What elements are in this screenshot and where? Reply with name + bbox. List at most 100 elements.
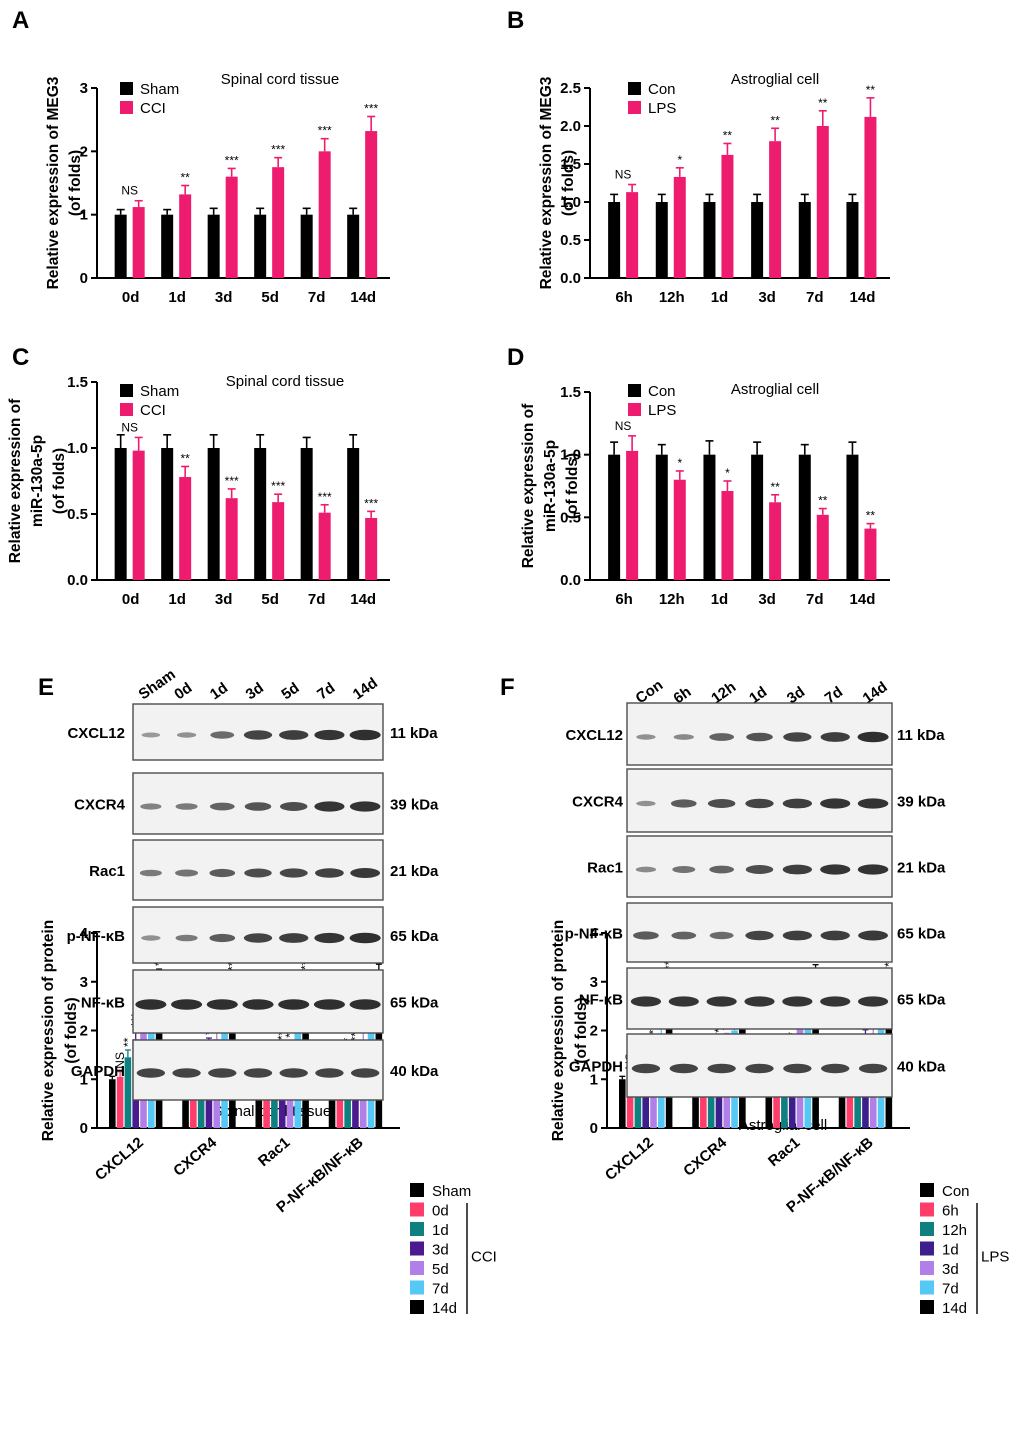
blot-band xyxy=(350,1068,380,1078)
blot-band xyxy=(210,731,235,739)
legend-swatch xyxy=(920,1222,934,1236)
blot-band xyxy=(631,1063,661,1074)
x-tick-label: 1d xyxy=(168,289,186,306)
blot-band xyxy=(175,803,198,810)
bar xyxy=(673,479,686,580)
legend-label: LPS xyxy=(648,100,676,117)
blot-band xyxy=(140,803,162,810)
blot-kda-label: 65 kDa xyxy=(897,926,946,943)
legend-label: Sham xyxy=(140,383,179,400)
blot-lane-label: 7d xyxy=(314,679,338,703)
bar xyxy=(626,1077,634,1128)
blot-band xyxy=(636,800,656,807)
legend-swatch xyxy=(920,1261,934,1275)
x-tick-label: 14d xyxy=(350,289,376,306)
bar xyxy=(109,1079,116,1128)
y-tick-label: 1.5 xyxy=(560,384,581,401)
bar xyxy=(673,176,686,278)
legend-label: 0d xyxy=(432,1203,449,1220)
y-axis-label: (of folds) xyxy=(573,997,590,1063)
chart-title: Spinal cord tissue xyxy=(226,373,344,390)
y-tick-label: 1 xyxy=(80,1071,88,1088)
blot-band xyxy=(172,1068,201,1078)
bar xyxy=(854,1069,861,1128)
legend-group-label: LPS xyxy=(981,1248,1009,1265)
blot-band xyxy=(349,932,381,944)
significance-label: *** xyxy=(318,124,332,138)
bar xyxy=(721,154,734,278)
legend-swatch xyxy=(410,1261,424,1275)
blot-kda-label: 11 kDa xyxy=(897,727,945,744)
significance-label: ** xyxy=(180,171,190,185)
blot-kda-label: 39 kDa xyxy=(897,794,946,811)
legend-label: 12h xyxy=(942,1222,967,1239)
x-tick-label: 0d xyxy=(122,591,140,608)
legend-label: 5d xyxy=(432,1261,449,1278)
panel-label-f: F xyxy=(500,674,515,701)
y-axis-label: (of folds) xyxy=(560,150,577,216)
significance-label: *** xyxy=(364,102,378,116)
blot-protein-label: p-NF-κB xyxy=(565,926,624,943)
y-tick-label: 3 xyxy=(80,974,88,991)
y-tick-label: 2 xyxy=(80,143,88,160)
blot-band xyxy=(141,732,161,738)
bar xyxy=(328,1079,336,1128)
significance-label: ** xyxy=(770,113,780,127)
y-axis-label: Relative expression of xyxy=(7,398,24,563)
blot-protein-label: GAPDH xyxy=(569,1059,623,1076)
blot-band xyxy=(820,996,851,1007)
bar xyxy=(114,448,127,580)
blot-protein-label: p-NF-κB xyxy=(67,928,126,945)
bar xyxy=(619,1079,626,1128)
x-tick-label: 1d xyxy=(711,289,729,306)
bar xyxy=(190,1076,197,1128)
legend-label: CCI xyxy=(140,100,166,117)
blot-band xyxy=(707,1063,736,1074)
x-tick-label: 12h xyxy=(659,591,685,608)
bar xyxy=(255,1079,263,1128)
significance-label: ** xyxy=(121,1037,135,1047)
blot-kda-label: 65 kDa xyxy=(390,928,439,945)
chart-c: 0.0 0.5 1.0 1.5 Relative expression of miR-13… xyxy=(7,373,390,608)
y-tick-label: 0.0 xyxy=(67,572,88,589)
chart-title: Astroglial cell xyxy=(731,381,819,398)
blot-lane-label: 3d xyxy=(784,683,808,707)
bar xyxy=(864,116,877,278)
bar xyxy=(179,194,192,278)
blot-band xyxy=(672,866,696,873)
bar xyxy=(700,1068,707,1128)
blot-kda-label: 40 kDa xyxy=(897,1059,946,1076)
blot-band xyxy=(171,999,203,1010)
legend-swatch xyxy=(120,403,133,416)
bar xyxy=(254,214,267,278)
x-tick-label: 14d xyxy=(850,289,876,306)
blot-band xyxy=(821,1063,850,1074)
legend-label: 14d xyxy=(432,1300,457,1317)
y-axis-label: (of folds) xyxy=(564,453,581,519)
y-tick-label: 1.0 xyxy=(67,440,88,457)
blot-band xyxy=(820,732,850,742)
panel-label-a: A xyxy=(12,7,29,34)
bar xyxy=(765,1079,773,1128)
significance-label: ** xyxy=(712,1028,726,1038)
bar xyxy=(692,1079,699,1128)
bar xyxy=(132,207,145,278)
legend-swatch xyxy=(410,1241,424,1256)
bar xyxy=(751,202,764,278)
bar xyxy=(161,448,174,580)
significance-label: *** xyxy=(225,153,239,167)
significance-label: ** xyxy=(818,96,828,110)
significance-label: NS xyxy=(121,184,138,198)
blot-lane-label: 5d xyxy=(278,679,302,703)
blot-band xyxy=(279,1068,308,1078)
blot-band xyxy=(135,999,167,1010)
legend-swatch xyxy=(410,1183,424,1197)
significance-label: ** xyxy=(723,128,733,142)
blot-band xyxy=(858,1063,888,1074)
blot-band xyxy=(782,930,813,941)
x-tick-label: 5d xyxy=(261,591,279,608)
blot-band xyxy=(243,933,273,943)
bar xyxy=(846,202,859,278)
legend-label: CCI xyxy=(140,402,166,419)
blot-band xyxy=(706,996,737,1007)
